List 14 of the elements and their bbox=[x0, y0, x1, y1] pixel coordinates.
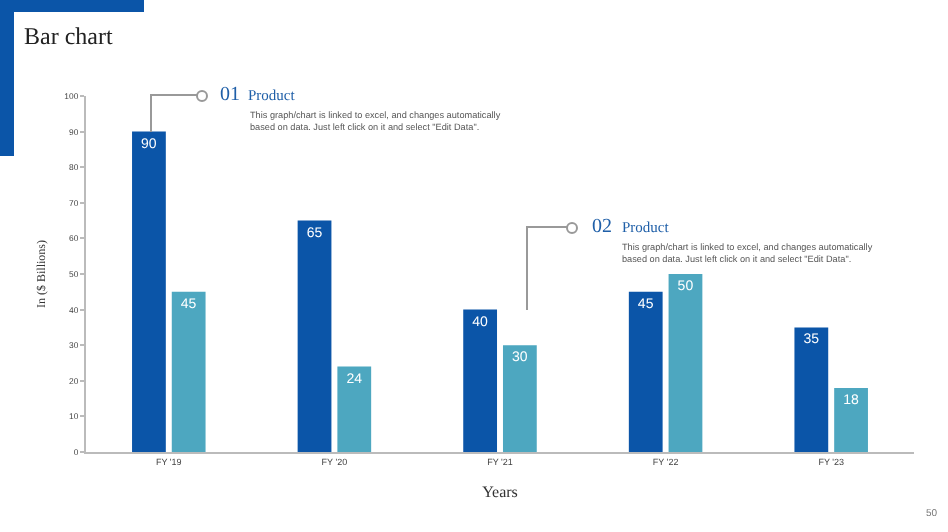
bar bbox=[834, 387, 868, 452]
bar bbox=[794, 327, 829, 452]
chart-title: Bar chart bbox=[24, 22, 114, 51]
bar bbox=[297, 220, 332, 452]
bar bbox=[132, 131, 166, 452]
bar bbox=[628, 291, 663, 452]
bar bbox=[171, 291, 206, 452]
annotation: 01 bbox=[220, 84, 240, 106]
bar bbox=[337, 366, 372, 452]
bar bbox=[502, 345, 537, 452]
annotation: 02 bbox=[592, 216, 612, 238]
bar bbox=[668, 274, 703, 452]
bar bbox=[463, 309, 498, 452]
x-axis-title: Years bbox=[482, 483, 518, 501]
